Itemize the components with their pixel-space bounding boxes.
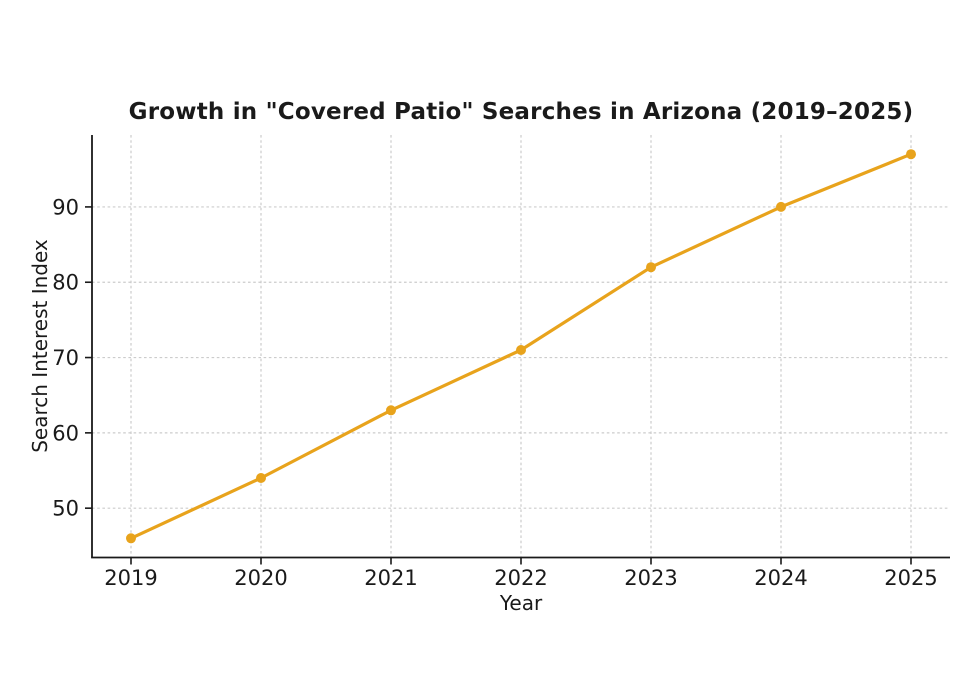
x-axis-title: Year — [499, 591, 543, 615]
y-axis-title: Search Interest Index — [28, 239, 52, 453]
x-tick-label: 2022 — [494, 566, 547, 590]
x-tick-label: 2025 — [884, 566, 937, 590]
data-point — [776, 201, 786, 212]
data-point — [646, 262, 656, 273]
data-point — [126, 533, 136, 544]
data-point — [516, 345, 526, 355]
data-point — [256, 473, 266, 483]
x-tick-label: 2023 — [624, 566, 677, 590]
x-tick-label: 2024 — [754, 566, 807, 590]
chart-title: Growth in "Covered Patio" Searches in Ar… — [128, 99, 914, 125]
data-point — [906, 149, 916, 160]
data-point — [386, 405, 396, 416]
x-tick-label: 2019 — [104, 566, 157, 590]
y-tick-label: 50 — [52, 497, 79, 521]
y-tick-label: 80 — [52, 271, 79, 295]
y-tick-label: 70 — [52, 346, 79, 370]
y-tick-label: 90 — [52, 195, 79, 219]
x-tick-label: 2020 — [234, 566, 287, 590]
y-tick-label: 60 — [52, 421, 79, 445]
x-tick-label: 2021 — [364, 566, 417, 590]
